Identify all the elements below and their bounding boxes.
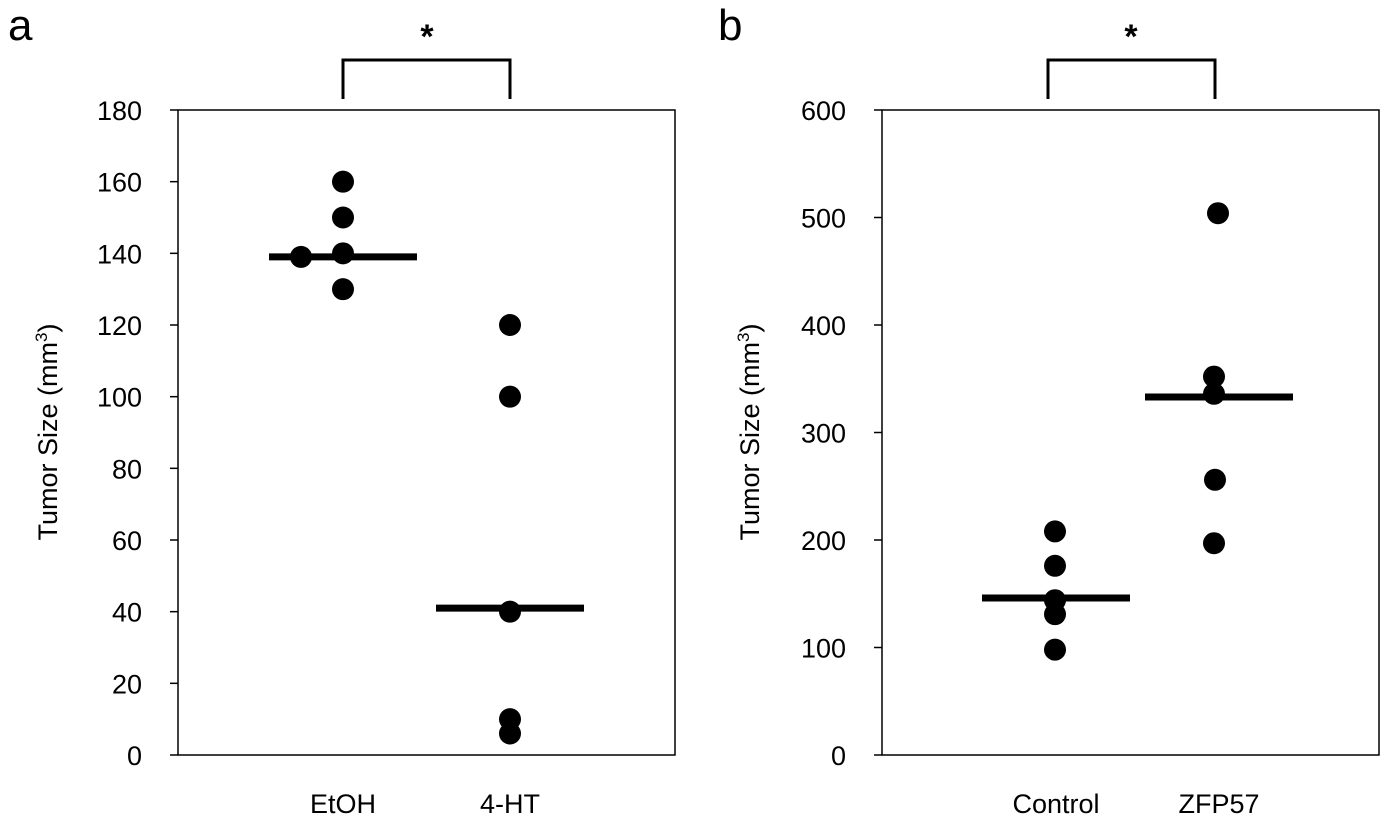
data-point (499, 385, 521, 408)
panel-a: a * Tumor Size (mm3) 0 20 40 60 80 100 120 140 1… (8, 1, 676, 819)
significance-bracket (1046, 58, 1217, 99)
panel-label: b (718, 1, 742, 50)
significance-marker: * (420, 18, 434, 56)
data-point (332, 278, 354, 301)
data-point (1044, 520, 1066, 543)
x-category-label: Control (1012, 789, 1099, 819)
y-axis-ticks (874, 109, 882, 756)
data-point (1207, 202, 1229, 225)
panel-b: b * Tumor Size (mm3) 0 100 200 300 400 500 600… (718, 1, 1380, 819)
data-point (499, 314, 521, 336)
y-tick-label: 400 (801, 311, 846, 341)
y-tick-label: 160 (97, 168, 142, 198)
y-axis-label: Tumor Size (mm3) (32, 324, 63, 541)
y-axis-label-superscript: 3 (32, 333, 51, 342)
data-point (499, 600, 521, 623)
y-tick-label: 600 (801, 96, 846, 126)
data-marks (269, 170, 584, 745)
data-point (1044, 554, 1066, 577)
x-axis-category-labels: EtOH 4-HT (310, 789, 540, 819)
x-category-label: EtOH (310, 789, 376, 819)
y-tick-label: 80 (112, 454, 142, 484)
significance-marker: * (1124, 18, 1138, 56)
data-point (1044, 603, 1066, 626)
y-tick-label: 140 (97, 239, 142, 269)
plot-frame (881, 109, 1380, 756)
y-tick-label: 0 (831, 741, 846, 771)
y-axis-label-text: Tumor Size (mm (33, 342, 63, 541)
x-axis-category-labels: Control ZFP57 (1012, 789, 1259, 819)
y-tick-label: 300 (801, 419, 846, 449)
y-axis-tick-labels: 0 100 200 300 400 500 600 (801, 96, 846, 771)
data-point (1203, 532, 1225, 555)
y-tick-label: 100 (801, 634, 846, 664)
data-point (332, 206, 354, 229)
y-tick-label: 200 (801, 526, 846, 556)
x-category-label: ZFP57 (1178, 789, 1259, 819)
y-axis-label-close: ) (735, 324, 765, 333)
data-point (499, 722, 521, 745)
y-tick-label: 40 (112, 598, 142, 628)
data-point (1044, 638, 1066, 661)
y-axis-ticks (170, 109, 178, 756)
significance-bracket (341, 58, 512, 99)
panel-label: a (8, 1, 33, 50)
y-tick-label: 500 (801, 204, 846, 234)
x-category-label: 4-HT (480, 789, 540, 819)
y-tick-label: 180 (97, 96, 142, 126)
data-marks (982, 202, 1293, 661)
y-axis-label-superscript: 3 (734, 333, 753, 342)
y-tick-label: 0 (127, 741, 142, 771)
data-point (1203, 365, 1225, 388)
y-axis-label: Tumor Size (mm3) (734, 324, 765, 541)
y-tick-label: 100 (97, 383, 142, 413)
plot-frame (177, 109, 676, 756)
y-axis-label-close: ) (33, 324, 63, 333)
data-point (332, 170, 354, 193)
y-axis-tick-labels: 0 20 40 60 80 100 120 140 160 180 (97, 96, 142, 771)
y-tick-label: 60 (112, 526, 142, 556)
y-axis-label-text: Tumor Size (mm (735, 342, 765, 541)
data-point (332, 242, 354, 265)
data-point (1204, 468, 1226, 491)
y-tick-label: 120 (97, 311, 142, 341)
y-tick-label: 20 (112, 669, 142, 699)
